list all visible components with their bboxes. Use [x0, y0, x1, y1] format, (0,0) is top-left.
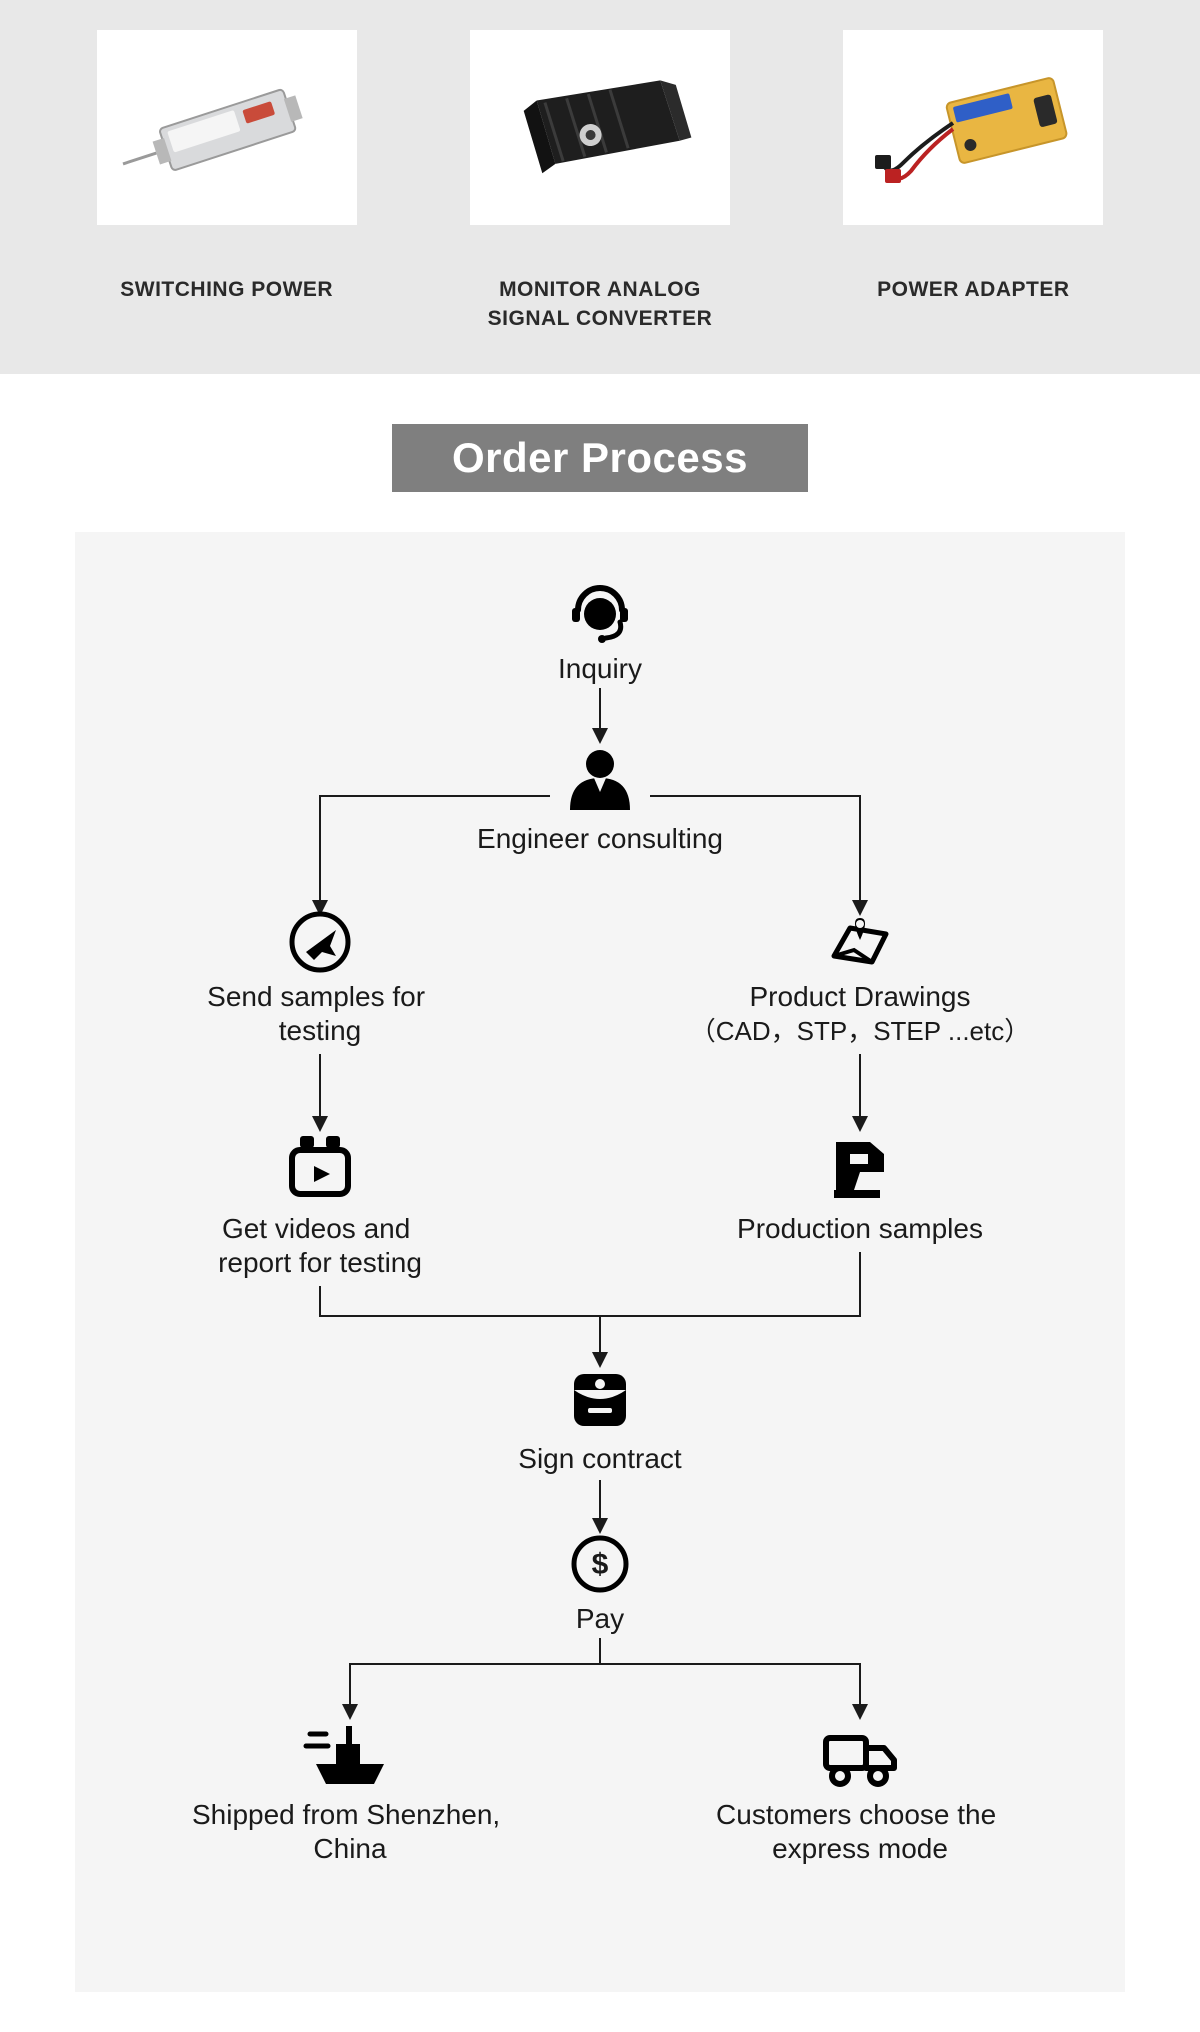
edge	[600, 1252, 860, 1316]
person-icon	[570, 750, 630, 810]
machine-icon	[834, 1142, 884, 1198]
node-inquiry: Inquiry	[558, 588, 642, 684]
node-pay: $ Pay	[574, 1538, 626, 1634]
plane-icon	[292, 914, 348, 970]
node-prodsamples: Production samples	[737, 1142, 983, 1244]
node-contract: Sign contract	[518, 1374, 682, 1474]
order-process-flowchart: Inquiry Engineer consulting Send samples…	[120, 572, 1080, 1932]
map-pin-icon	[834, 918, 886, 962]
product-label: SWITCHING POWER	[120, 275, 333, 304]
node-label: Pay	[576, 1603, 624, 1634]
product-label: POWER ADAPTER	[877, 275, 1069, 304]
node-label: Inquiry	[558, 653, 642, 684]
edge	[320, 1286, 600, 1316]
edge	[320, 796, 550, 912]
power-adapter-icon	[863, 53, 1083, 203]
signal-converter-icon	[490, 53, 710, 203]
video-icon	[292, 1136, 348, 1194]
product-card: POWER ADAPTER	[807, 30, 1140, 334]
product-label: MONITOR ANALOG SIGNAL CONVERTER	[460, 275, 740, 334]
edge	[650, 796, 860, 912]
node-label: Sign contract	[518, 1443, 682, 1474]
node-drawings: Product Drawings （CAD，STP，STEP ...etc）	[690, 918, 1030, 1046]
section-title: Order Process	[392, 424, 808, 492]
product-image	[843, 30, 1103, 225]
headset-icon	[572, 588, 628, 643]
node-samples: Send samples for testing	[207, 914, 433, 1046]
node-videos: Get videos and report for testing	[218, 1136, 422, 1278]
edge	[350, 1664, 600, 1716]
svg-text:$: $	[592, 1548, 609, 1581]
product-image	[470, 30, 730, 225]
ship-icon	[306, 1726, 384, 1784]
truck-icon	[826, 1738, 894, 1784]
node-sublabel: （CAD，STP，STEP ...etc）	[690, 1016, 1030, 1046]
document-icon	[574, 1374, 626, 1426]
node-label: Product Drawings	[750, 981, 971, 1012]
product-strip: SWITCHING POWER MONITOR ANALOG	[0, 0, 1200, 374]
node-label: Send samples for testing	[207, 981, 433, 1046]
switching-power-icon	[117, 53, 337, 203]
node-label: Shipped from Shenzhen, China	[192, 1799, 508, 1864]
dollar-icon: $	[574, 1538, 626, 1590]
node-label: Engineer consulting	[477, 823, 723, 854]
node-express: Customers choose the express mode	[716, 1738, 1004, 1864]
edge	[600, 1664, 860, 1716]
node-label: Get videos and report for testing	[218, 1213, 422, 1278]
node-engineer: Engineer consulting	[477, 750, 723, 854]
order-process-panel: Inquiry Engineer consulting Send samples…	[75, 532, 1125, 1992]
node-label: Production samples	[737, 1213, 983, 1244]
product-image	[97, 30, 357, 225]
product-card: SWITCHING POWER	[60, 30, 393, 334]
node-shipped: Shipped from Shenzhen, China	[192, 1726, 508, 1864]
section-title-wrap: Order Process	[0, 374, 1200, 532]
product-card: MONITOR ANALOG SIGNAL CONVERTER	[433, 30, 766, 334]
node-label: Customers choose the express mode	[716, 1799, 1004, 1864]
